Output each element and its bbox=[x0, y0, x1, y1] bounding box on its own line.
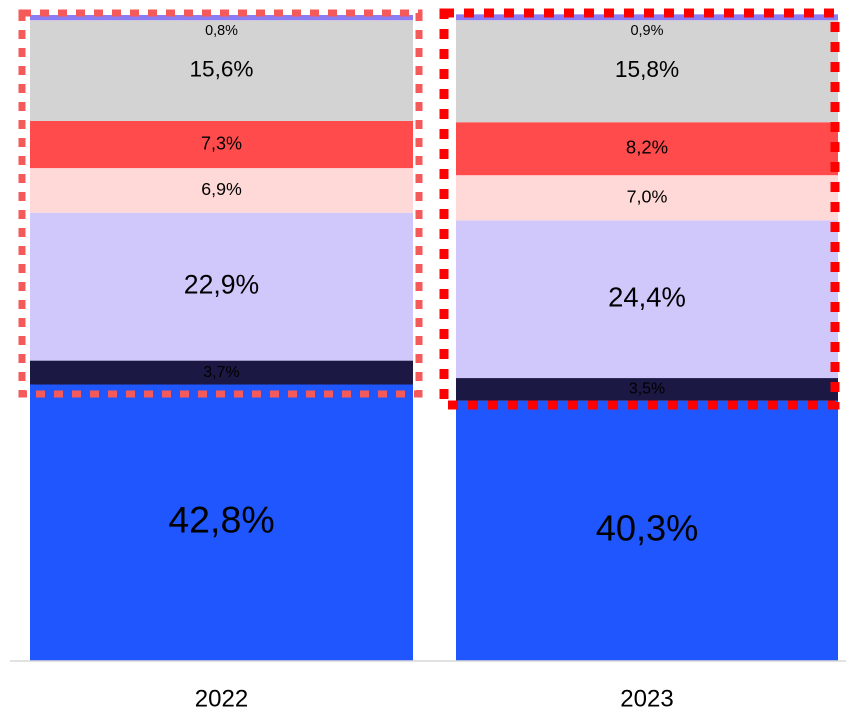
data-label: 22,9% bbox=[184, 270, 259, 300]
x-tick-label: 2022 bbox=[195, 685, 248, 712]
bar-segment bbox=[30, 360, 413, 385]
data-label: 7,0% bbox=[627, 187, 668, 207]
data-label: 40,3% bbox=[596, 507, 699, 548]
bar-segment bbox=[456, 220, 838, 379]
data-label: 15,6% bbox=[189, 57, 253, 82]
data-label: 6,9% bbox=[201, 179, 242, 199]
data-label: 42,8% bbox=[168, 499, 274, 541]
bar-segment bbox=[30, 212, 413, 361]
data-label: 0,8% bbox=[205, 23, 238, 39]
highlight-box bbox=[18, 9, 423, 398]
bar-segment bbox=[30, 384, 413, 661]
data-label: 3,5% bbox=[629, 381, 665, 398]
bar-segment bbox=[456, 378, 838, 401]
highlight-box bbox=[439, 8, 840, 410]
bar-segment bbox=[30, 168, 413, 213]
data-label: 0,9% bbox=[630, 23, 663, 39]
bars bbox=[30, 14, 838, 661]
data-label: 7,3% bbox=[201, 133, 242, 153]
data-label: 24,4% bbox=[608, 281, 686, 312]
data-label: 15,8% bbox=[615, 56, 679, 82]
bar-segment bbox=[30, 15, 413, 21]
bar-segment bbox=[456, 175, 838, 221]
bar-segment bbox=[456, 122, 838, 176]
bar-segment bbox=[30, 120, 413, 169]
data-label: 8,2% bbox=[626, 137, 668, 158]
bar-segment bbox=[456, 400, 838, 661]
data-label: 3,7% bbox=[203, 364, 239, 381]
bar-segment bbox=[30, 20, 413, 121]
x-tick-label: 2023 bbox=[620, 685, 673, 712]
bar-segment bbox=[456, 20, 838, 123]
